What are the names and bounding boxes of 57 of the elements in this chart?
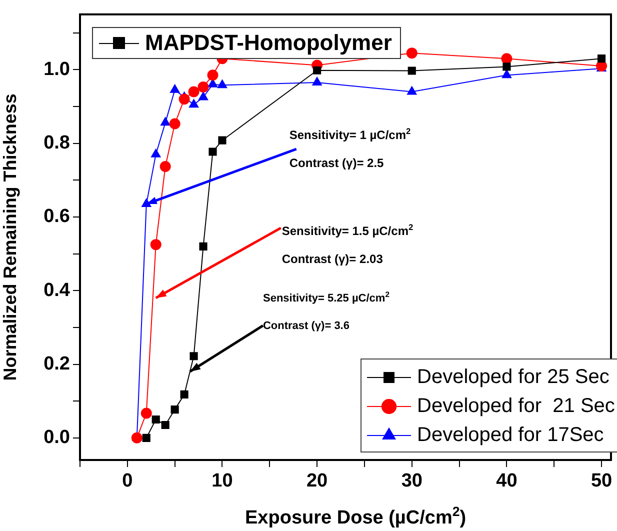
legend-label: Developed for 25 Sec bbox=[417, 366, 610, 388]
point bbox=[131, 432, 142, 444]
point bbox=[178, 94, 190, 105]
point bbox=[218, 136, 226, 144]
x-tick-label: 0 bbox=[122, 470, 133, 492]
x-tick-label: 40 bbox=[496, 470, 518, 492]
point bbox=[313, 66, 322, 74]
legend-label: Developed for 17Sec bbox=[417, 424, 604, 446]
y-tick-label: 0.0 bbox=[44, 427, 70, 448]
y-tick-label: 0.4 bbox=[44, 280, 70, 301]
y-tick-label: 1.0 bbox=[44, 58, 70, 80]
point bbox=[160, 117, 170, 126]
point bbox=[180, 390, 188, 398]
x-tick-label: 30 bbox=[401, 470, 422, 492]
annotation: Contrast (γ)= 2.5 bbox=[289, 156, 384, 170]
point bbox=[161, 420, 170, 430]
x-tick-label: 10 bbox=[212, 470, 233, 492]
point bbox=[198, 81, 209, 92]
point bbox=[502, 62, 511, 71]
x-tick-label: 20 bbox=[306, 470, 328, 492]
point bbox=[408, 66, 416, 75]
point bbox=[406, 48, 418, 59]
point bbox=[190, 352, 198, 360]
y-tick-label: 0.2 bbox=[44, 353, 70, 374]
text: MAPDST-Homopolymer bbox=[145, 30, 392, 56]
y-axis-title: Normalized Remaining Thickness bbox=[0, 94, 20, 381]
point bbox=[208, 148, 217, 156]
point bbox=[152, 415, 160, 424]
point bbox=[151, 148, 161, 158]
point bbox=[407, 86, 417, 95]
point bbox=[142, 434, 150, 442]
y-tick-label: 0.8 bbox=[44, 132, 70, 154]
point bbox=[150, 239, 162, 250]
point bbox=[160, 160, 171, 172]
point bbox=[188, 86, 200, 98]
point bbox=[199, 242, 208, 250]
point bbox=[501, 53, 512, 64]
point bbox=[502, 70, 512, 78]
point bbox=[170, 84, 180, 93]
x-tick-label: 50 bbox=[590, 470, 612, 492]
point bbox=[198, 92, 208, 100]
legend-label: Developed for 21 Sec bbox=[417, 395, 615, 418]
point bbox=[597, 54, 606, 63]
y-tick-label: 0.6 bbox=[44, 206, 70, 228]
annotation: Contrast (γ)= 2.03 bbox=[282, 252, 383, 266]
annotation: Sensitivity= 1.5 µC/cm$^{2}$ bbox=[282, 222, 414, 238]
point bbox=[217, 80, 228, 88]
point bbox=[140, 408, 152, 419]
annotation: Sensitivity= 1 µC/cm$^{2}$ bbox=[289, 126, 411, 142]
point bbox=[170, 406, 179, 414]
point bbox=[169, 118, 180, 130]
point bbox=[207, 70, 218, 81]
annotation: Sensitivity= 5.25 µC/cm$^{2}$ bbox=[262, 290, 390, 304]
point bbox=[188, 99, 199, 108]
x-axis-title: Exposure Dose (µC/cm$^{2}$) bbox=[245, 504, 466, 530]
point bbox=[312, 77, 322, 86]
annotation: Contrast (γ)= 3.6 bbox=[262, 320, 350, 332]
